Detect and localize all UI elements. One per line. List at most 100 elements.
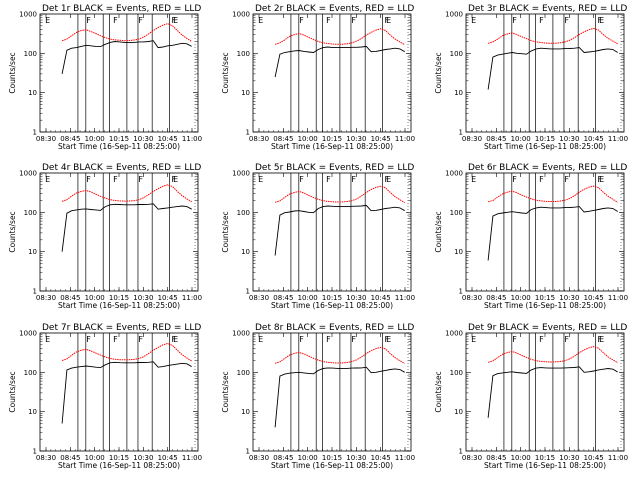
y-tick-label: 1000 (232, 330, 250, 338)
flag-label: F (326, 175, 331, 184)
y-axis-label: Counts/sec (8, 371, 17, 412)
flag-label: F (351, 175, 356, 184)
y-tick-label: 1 (246, 129, 250, 137)
flag-label: F (539, 16, 544, 25)
events-series-line (274, 204, 405, 256)
x-tick-label: 10:15 (109, 294, 129, 302)
x-tick-label: 10:00 (85, 454, 105, 462)
y-tick-label: 1 (33, 288, 37, 296)
x-tick-label: 10:00 (511, 294, 531, 302)
x-tick-label: 08:30 (36, 135, 56, 143)
detector-panel: Det 4r BLACK = Events, RED = LLD 1 10 100 10… (8, 163, 202, 310)
panel-title: Det 4r BLACK = Events, RED = LLD (42, 163, 201, 173)
events-series-line (274, 45, 405, 78)
flag-label: F (86, 175, 91, 184)
flag-label: F (138, 16, 143, 25)
lld-series-line (274, 346, 405, 364)
y-tick-label: 100 (450, 209, 463, 217)
flag-label: E (258, 16, 263, 25)
flag-label: F (299, 335, 304, 344)
y-tick-label: 1 (459, 288, 463, 296)
x-tick-label: 10:30 (559, 135, 579, 143)
x-tick-label: 08:45 (60, 454, 80, 462)
lld-series-line (61, 342, 192, 362)
panel-title: Det 6r BLACK = Events, RED = LLD (468, 163, 627, 173)
events-series-line (487, 206, 618, 261)
x-tick-label: 08:45 (486, 294, 506, 302)
x-tick-label: 10:45 (584, 454, 604, 462)
x-tick-label: 10:15 (109, 135, 129, 143)
panel-title: Det 5r BLACK = Events, RED = LLD (255, 163, 414, 173)
x-tick-label: 08:30 (249, 135, 269, 143)
flag-label: E (173, 16, 178, 25)
x-axis-label: Start Time (16-Sep-11 08:25:00) (271, 301, 393, 310)
detector-panel: Det 1r BLACK = Events, RED = LLD 1 10 100 10… (8, 4, 202, 151)
y-tick-label: 10 (28, 89, 37, 97)
flag-label: F (351, 16, 356, 25)
events-series-line (487, 47, 618, 90)
flag-label: E (471, 16, 476, 25)
y-tick-label: 10 (454, 408, 463, 416)
y-tick-label: 100 (24, 369, 37, 377)
plot-frame (39, 13, 199, 133)
detector-panel: Det 3r BLACK = Events, RED = LLD 1 10 100 10… (434, 4, 628, 151)
y-tick-label: 1 (33, 129, 37, 137)
y-tick-label: 10 (454, 248, 463, 256)
x-tick-label: 10:15 (535, 135, 555, 143)
x-axis-label: Start Time (16-Sep-11 08:25:00) (484, 461, 606, 470)
x-tick-label: 08:30 (462, 454, 482, 462)
x-tick-label: 10:30 (346, 294, 366, 302)
flag-label: F (172, 16, 177, 25)
flag-label: F (564, 16, 569, 25)
x-tick-label: 10:30 (559, 294, 579, 302)
y-tick-label: 100 (24, 50, 37, 58)
x-tick-label: 10:30 (346, 135, 366, 143)
flag-label: F (113, 175, 118, 184)
x-tick-label: 08:30 (462, 135, 482, 143)
flag-label: F (351, 335, 356, 344)
x-tick-label: 08:45 (273, 454, 293, 462)
x-tick-label: 10:00 (85, 294, 105, 302)
x-tick-label: 10:45 (584, 135, 604, 143)
flag-label: E (45, 16, 50, 25)
flag-label: F (598, 335, 603, 344)
x-tick-label: 08:45 (273, 294, 293, 302)
plot-frame (39, 172, 199, 292)
lld-series-line (487, 27, 618, 45)
y-tick-label: 100 (450, 50, 463, 58)
x-tick-label: 11:00 (182, 454, 202, 462)
flag-label: F (172, 335, 177, 344)
x-tick-label: 08:45 (273, 135, 293, 143)
x-tick-label: 10:00 (511, 135, 531, 143)
plot-frame (465, 172, 625, 292)
flag-label: F (113, 335, 118, 344)
x-tick-label: 11:00 (395, 454, 415, 462)
flag-label: E (173, 175, 178, 184)
flag-label: F (172, 175, 177, 184)
flag-label: E (471, 335, 476, 344)
x-tick-label: 10:30 (346, 454, 366, 462)
lld-series-line (274, 28, 405, 46)
x-tick-label: 10:00 (298, 135, 318, 143)
flag-label: F (564, 335, 569, 344)
flag-label: F (539, 175, 544, 184)
detector-panel: Det 6r BLACK = Events, RED = LLD 1 10 100 10… (434, 163, 628, 310)
plot-frame (465, 332, 625, 452)
flag-label: F (385, 335, 390, 344)
x-tick-label: 10:15 (322, 454, 342, 462)
flag-label: F (564, 175, 569, 184)
y-tick-label: 1000 (19, 170, 37, 178)
panel-title: Det 3r BLACK = Events, RED = LLD (468, 4, 627, 14)
plot-frame (252, 332, 412, 452)
y-axis-label: Counts/sec (221, 371, 230, 412)
panel-title: Det 1r BLACK = Events, RED = LLD (42, 4, 201, 14)
y-axis-label: Counts/sec (221, 211, 230, 252)
y-axis-label: Counts/sec (434, 52, 443, 93)
flag-label: F (385, 175, 390, 184)
y-tick-label: 1000 (232, 11, 250, 19)
x-tick-label: 10:45 (371, 294, 391, 302)
x-tick-label: 08:30 (249, 294, 269, 302)
y-tick-label: 1000 (445, 11, 463, 19)
y-tick-label: 1 (459, 129, 463, 137)
x-tick-label: 08:30 (36, 454, 56, 462)
